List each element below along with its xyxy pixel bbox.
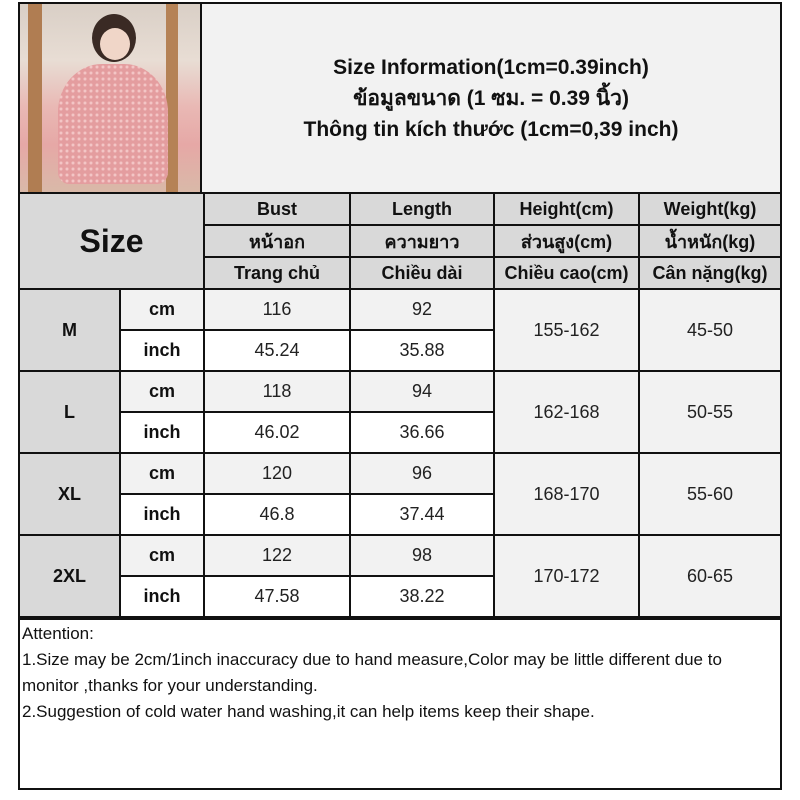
unit-label: inch	[120, 329, 205, 372]
title-vietnamese: Thông tin kích thước (1cm=0,39 inch)	[303, 117, 679, 141]
size-label: 2XL	[20, 534, 121, 618]
length-inch-value: 36.66	[349, 411, 494, 454]
length-inch-value: 35.88	[349, 329, 494, 372]
length-header: Length	[349, 194, 495, 226]
table-row: inch 46.8 37.44	[20, 493, 780, 536]
length-header-vi: Chiều dài	[349, 256, 495, 290]
weight-header: Weight(kg)	[638, 194, 780, 226]
height-range: 170-172	[493, 534, 640, 618]
header-row-thai: หน้าอก ความยาว ส่วนสูง(cm) น้ำหนัก(kg)	[20, 224, 780, 258]
size-label: XL	[20, 452, 121, 536]
table-row: inch 45.24 35.88	[20, 329, 780, 372]
title-thai: ข้อมูลขนาด (1 ซม. = 0.39 นิ้ว)	[353, 86, 629, 110]
size-label: M	[20, 289, 121, 372]
length-inch-value: 37.44	[349, 493, 494, 536]
header-row-vietnamese: Trang chủ Chiều dài Chiều cao(cm) Cân nặ…	[20, 256, 780, 290]
bust-header: Bust	[203, 194, 351, 226]
attention-notes: Attention: 1.Size may be 2cm/1inch inacc…	[20, 618, 780, 788]
height-header-vi: Chiều cao(cm)	[493, 256, 640, 290]
photo-mirror-frame	[28, 4, 42, 192]
height-header-thai: ส่วนสูง(cm)	[493, 224, 640, 258]
attention-note-1: 1.Size may be 2cm/1inch inaccuracy due t…	[22, 650, 722, 695]
bust-cm-value: 122	[203, 534, 351, 577]
unit-label: inch	[120, 411, 205, 454]
length-header-thai: ความยาว	[349, 224, 495, 258]
bust-cm-value: 120	[203, 452, 351, 495]
height-range: 168-170	[493, 452, 640, 536]
weight-range: 45-50	[638, 289, 780, 372]
weight-range: 60-65	[638, 534, 780, 618]
photo-mirror-frame	[166, 4, 178, 192]
length-cm-value: 92	[349, 289, 495, 331]
table-row: inch 46.02 36.66	[20, 411, 780, 454]
length-inch-value: 38.22	[349, 575, 494, 618]
bust-inch-value: 45.24	[203, 329, 351, 372]
height-range: 155-162	[493, 289, 640, 372]
table-row: inch 47.58 38.22	[20, 575, 780, 618]
bust-header-thai: หน้าอก	[204, 224, 351, 258]
size-table: Size Bust Length Height(cm) Weight(kg) ห…	[20, 194, 780, 618]
bust-cm-value: 116	[203, 289, 351, 331]
table-row: 2XL cm 122 98 170-172 60-65	[20, 534, 780, 618]
bust-inch-value: 47.58	[203, 575, 351, 618]
length-cm-value: 94	[349, 370, 495, 413]
unit-label: inch	[120, 493, 205, 536]
weight-header-vi: Cân nặng(kg)	[638, 256, 780, 290]
bust-header-vi: Trang chủ	[204, 256, 351, 290]
height-range: 162-168	[493, 370, 640, 454]
size-label: L	[20, 370, 121, 454]
bust-inch-value: 46.8	[203, 493, 351, 536]
unit-label: cm	[119, 370, 205, 413]
size-header: Size	[20, 194, 205, 290]
size-chart: Size Information(1cm=0.39inch) ข้อมูลขนา…	[18, 2, 782, 790]
top-section: Size Information(1cm=0.39inch) ข้อมูลขนา…	[20, 4, 780, 194]
unit-label: inch	[120, 575, 205, 618]
weight-header-thai: น้ำหนัก(kg)	[638, 224, 780, 258]
photo-face	[100, 28, 130, 60]
height-header: Height(cm)	[493, 194, 640, 226]
title-english: Size Information(1cm=0.39inch)	[333, 55, 649, 79]
bust-cm-value: 118	[203, 370, 351, 413]
length-cm-value: 96	[349, 452, 495, 495]
attention-heading: Attention:	[22, 624, 94, 643]
size-information-title: Size Information(1cm=0.39inch) ข้อมูลขนา…	[202, 4, 780, 192]
bust-inch-value: 46.02	[203, 411, 351, 454]
table-row: XL cm 120 96 168-170 55-60	[20, 452, 780, 536]
attention-note-2: 2.Suggestion of cold water hand washing,…	[22, 702, 595, 721]
photo-dress	[58, 64, 168, 184]
unit-label: cm	[119, 289, 205, 331]
length-cm-value: 98	[349, 534, 495, 577]
unit-label: cm	[119, 452, 205, 495]
header-row-english: Size Bust Length Height(cm) Weight(kg)	[20, 194, 780, 290]
product-photo	[20, 4, 202, 192]
unit-label: cm	[119, 534, 205, 577]
weight-range: 50-55	[638, 370, 780, 454]
weight-range: 55-60	[638, 452, 780, 536]
